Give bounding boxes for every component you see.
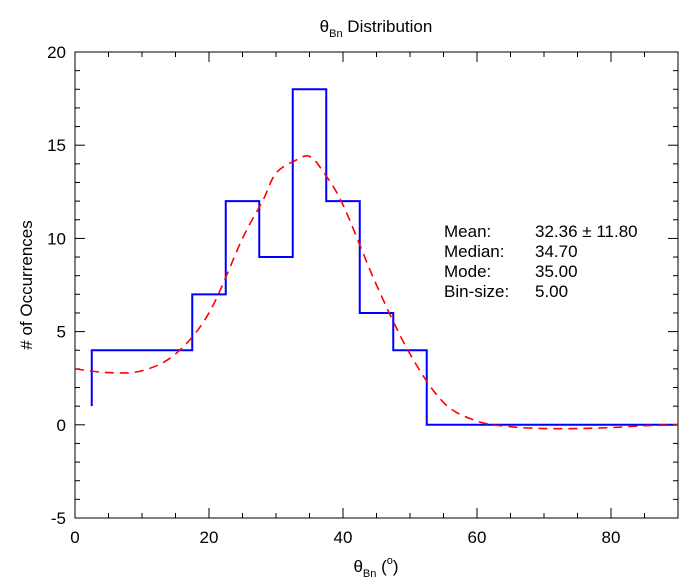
y-tick-label: 20 [47,43,66,62]
chart-title: θBn Distribution [320,17,433,40]
x-axis-label: θBn (o) [353,555,398,580]
y-axis-label: # of Occurrences [17,220,36,349]
stats-box: Mean: 32.36 ± 11.80 Median: 34.70 Mode: … [444,222,638,301]
x-tick-label: 0 [70,528,79,547]
stat-median-label: Median: [444,242,504,261]
y-tick-label: -5 [51,509,66,528]
y-tick-labels: -5 0 5 10 15 20 [47,43,66,528]
x-tick-labels: 0 20 40 60 80 [70,528,620,547]
y-tick-label: 5 [57,323,66,342]
histogram-steps [90,88,678,426]
stat-mean-value: 32.36 ± 11.80 [535,222,638,241]
stat-binsize-value: 5.00 [535,282,568,301]
axis-ticks [74,51,679,519]
stat-mode-value: 35.00 [535,262,578,281]
stat-median-value: 34.70 [535,242,578,261]
y-tick-label: 0 [57,416,66,435]
stat-mode-label: Mode: [444,262,491,281]
x-tick-label: 60 [468,528,487,547]
series-layer [74,88,679,430]
stat-binsize-label: Bin-size: [444,282,509,301]
y-tick-label: 15 [47,136,66,155]
fit-curve [74,154,679,430]
y-tick-label: 10 [47,229,66,248]
x-tick-label: 40 [334,528,353,547]
stat-mean-label: Mean: [444,222,491,241]
x-tick-label: 80 [602,528,621,547]
x-tick-label: 20 [200,528,219,547]
